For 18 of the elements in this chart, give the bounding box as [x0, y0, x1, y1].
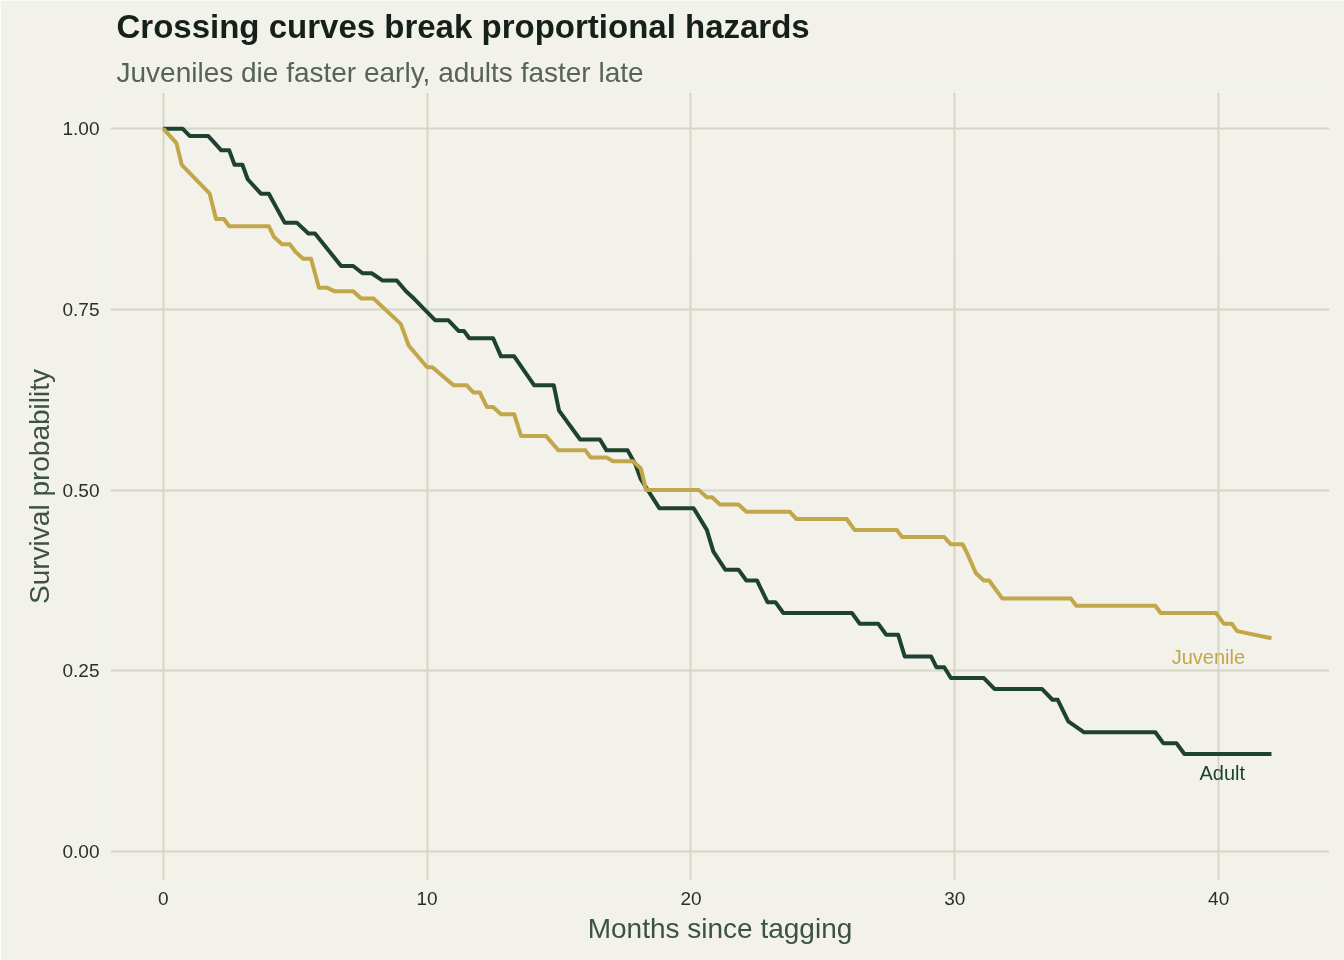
- series-label: Adult: [1199, 761, 1246, 784]
- x-tick-label: 30: [944, 887, 966, 909]
- x-tick-label: 10: [416, 887, 438, 909]
- chart-title: Crossing curves break proportional hazards: [116, 7, 810, 45]
- series-label: Juvenile: [1171, 646, 1246, 669]
- y-axis-title: Survival probability: [23, 369, 55, 604]
- y-tick-label: 0.00: [62, 841, 100, 863]
- x-axis-title: Months since tagging: [587, 912, 853, 944]
- line-series: [161, 126, 1274, 641]
- x-tick-label: 20: [680, 887, 702, 909]
- y-tick-label: 0.25: [62, 660, 100, 682]
- chart-subtitle: Juveniles die faster early, adults faster late: [116, 56, 644, 88]
- y-tick-label: 0.75: [62, 298, 100, 320]
- line-series: [161, 126, 1274, 756]
- x-tick-label: 0: [157, 887, 169, 909]
- y-tick-label: 1.00: [62, 118, 100, 140]
- y-tick-label: 0.50: [62, 479, 100, 501]
- x-tick-label: 40: [1208, 887, 1230, 909]
